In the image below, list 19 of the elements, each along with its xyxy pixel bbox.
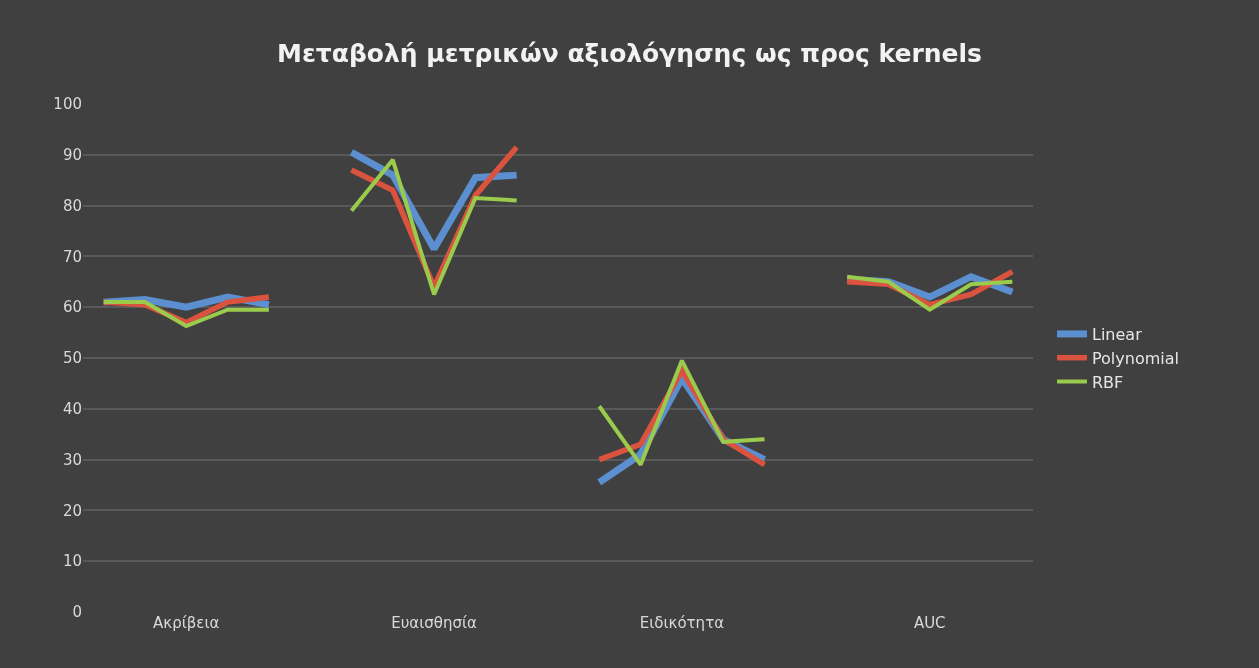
y-tick-label: 100 [53,95,82,114]
x-tick-label: AUC [913,614,946,632]
legend-label: Polynomial [1092,348,1179,368]
legend-label: Linear [1092,325,1143,345]
y-tick-label: 50 [62,349,82,368]
chart-title: Μεταβολή μετρικών αξιολόγησης ως προς kernels [277,39,982,69]
y-tick-label: 30 [62,450,82,469]
y-tick-label: 70 [62,247,82,266]
y-tick-label: 60 [62,298,82,317]
y-tick-label: 40 [62,400,82,419]
x-tick-label: Ευαισθησία [391,614,478,632]
y-tick-label: 90 [62,146,82,165]
y-tick-label: 10 [62,552,82,571]
y-tick-label: 20 [62,501,82,520]
x-tick-label: Ακρίβεια [153,614,220,632]
y-tick-label: 0 [72,603,82,622]
y-tick-label: 80 [62,196,82,215]
x-tick-label: Ειδικότητα [639,614,725,632]
legend-label: RBF [1092,372,1124,392]
